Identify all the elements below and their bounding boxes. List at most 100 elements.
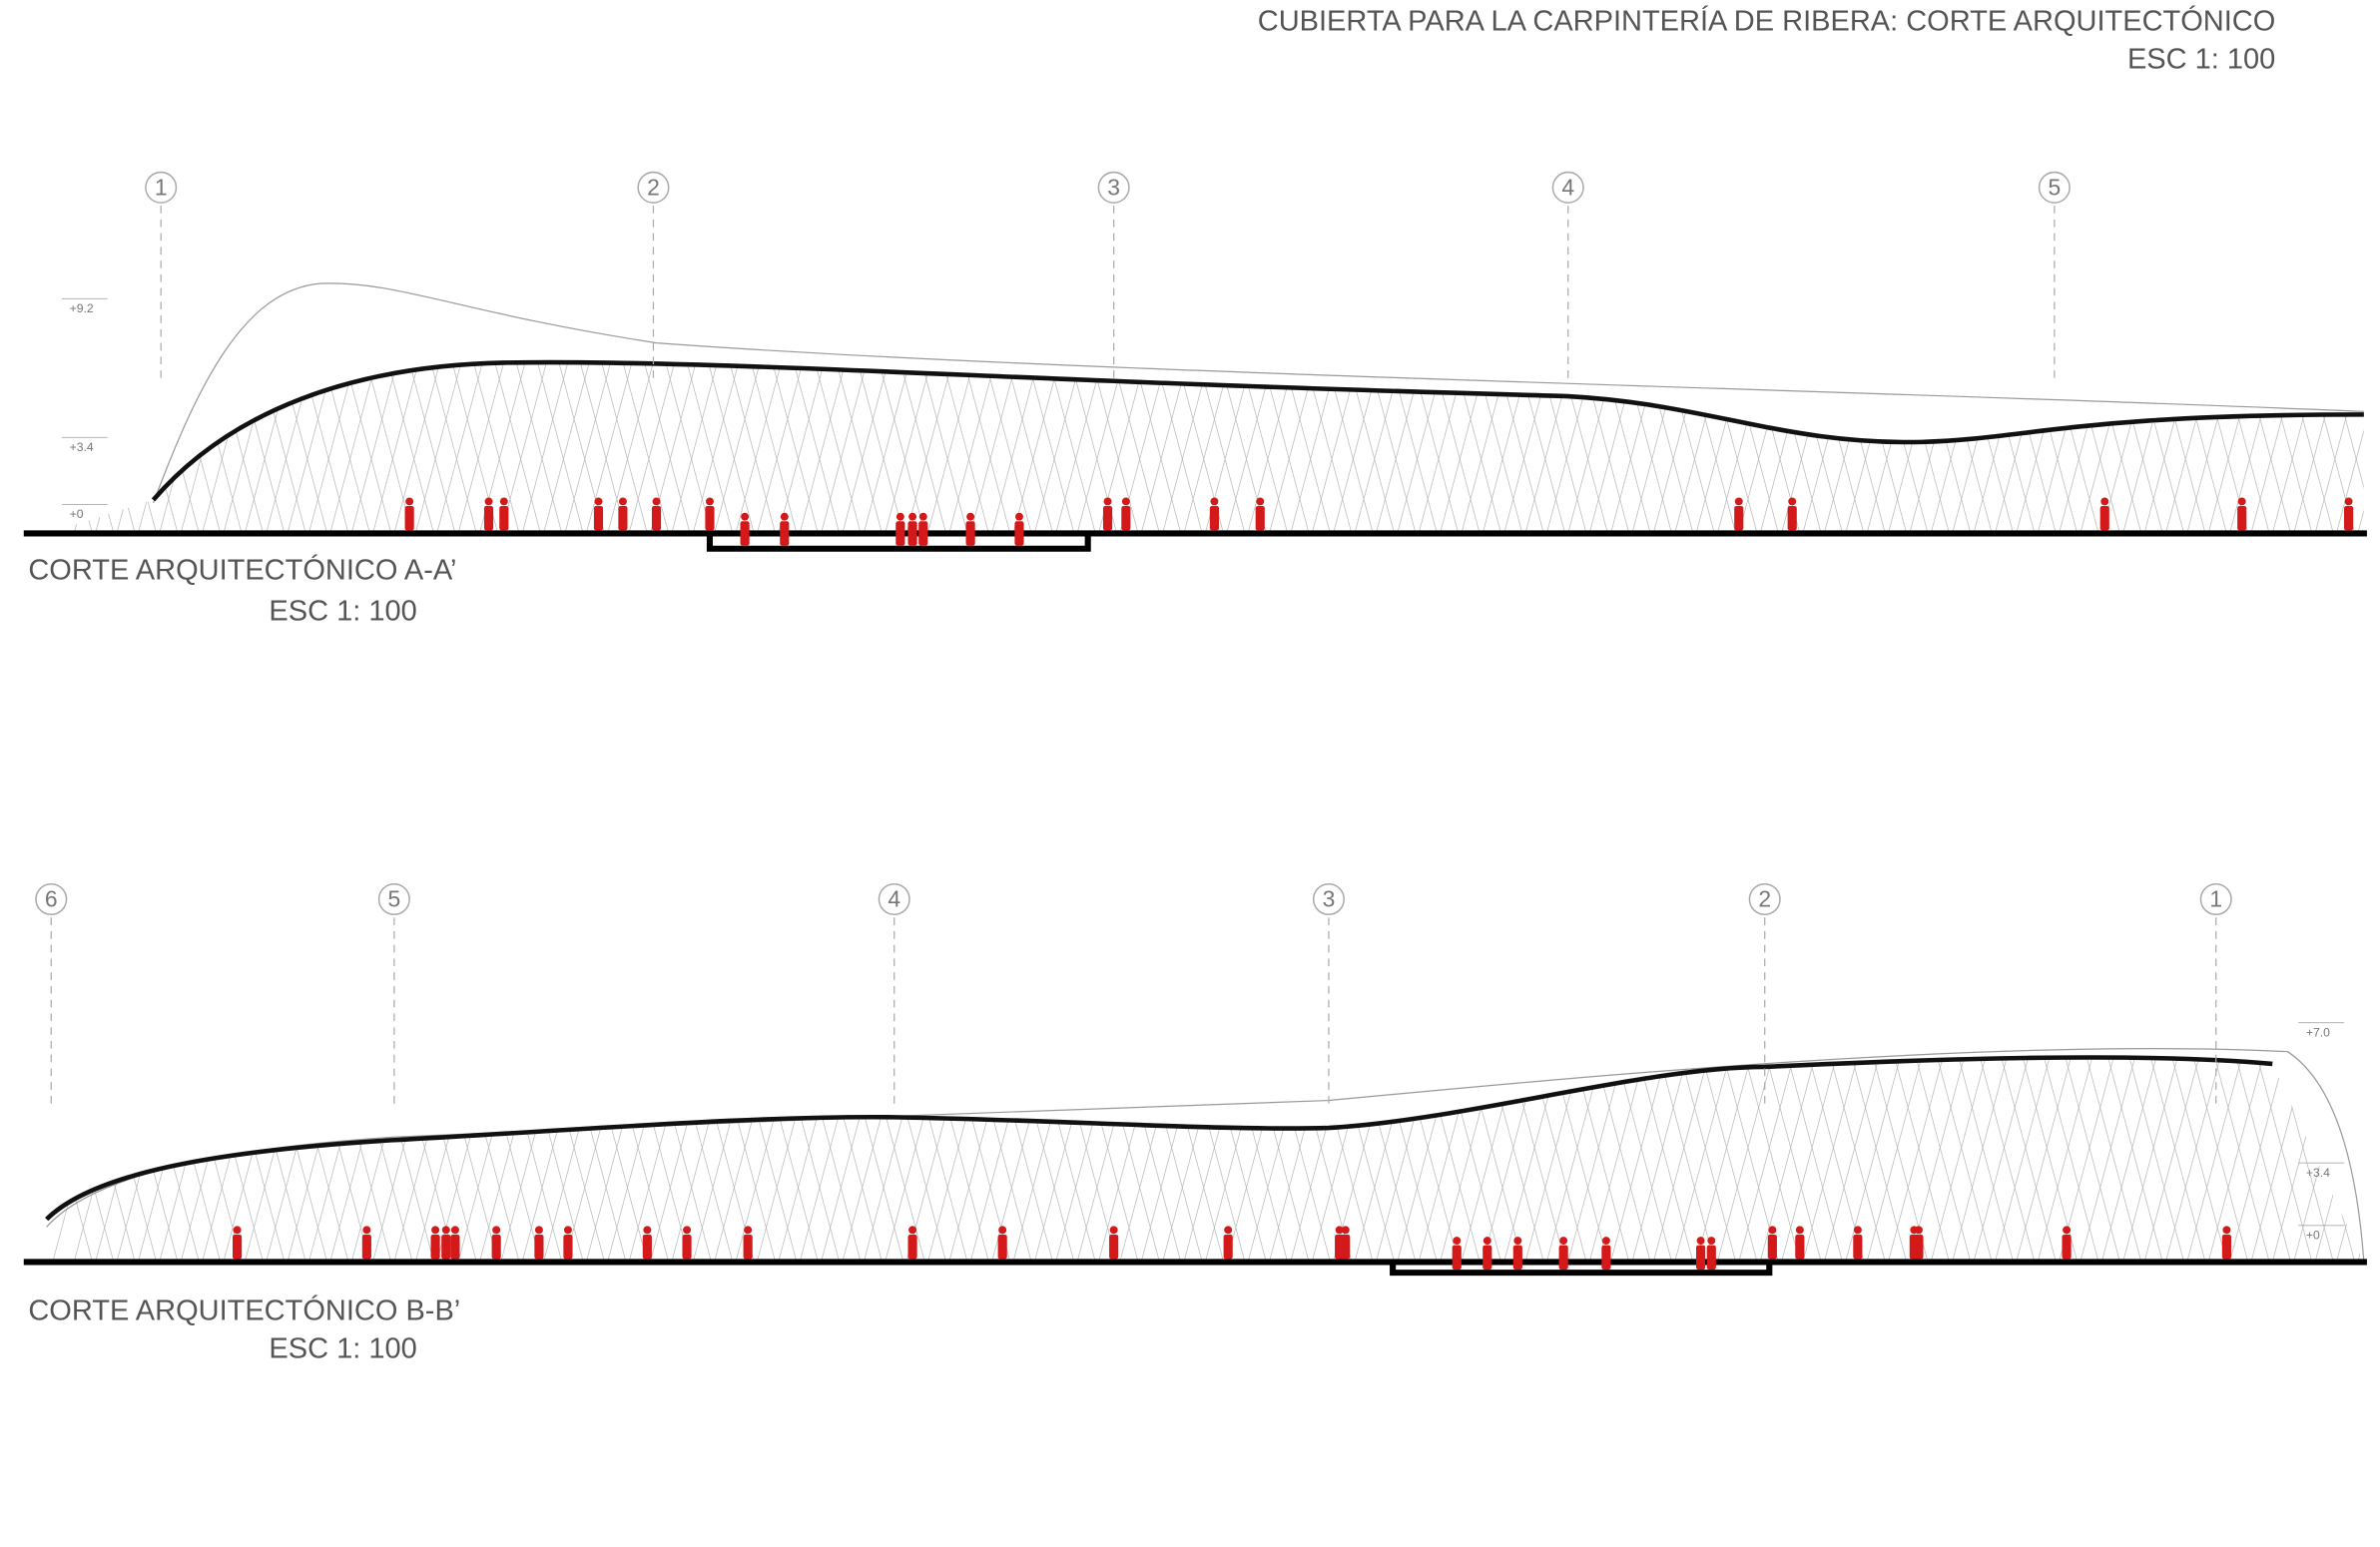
person-body: [2237, 505, 2247, 531]
lattice-line: [2100, 1057, 2163, 1263]
lattice-line: [2336, 1057, 2364, 1263]
outer-roof: [153, 282, 2364, 504]
lattice-line: [1482, 362, 1544, 534]
person-body: [1734, 505, 1744, 531]
person-head: [918, 512, 927, 521]
person-head: [1014, 512, 1023, 521]
grid-axis-bubble: [1748, 882, 1781, 916]
person-body: [441, 1234, 451, 1260]
person-body: [918, 521, 928, 546]
grid-axis-label: 3: [1107, 174, 1120, 200]
lattice-line: [2080, 1057, 2142, 1263]
lattice-line: [46, 362, 93, 534]
lattice-line: [1162, 362, 1224, 534]
person-head: [450, 1226, 459, 1235]
grid-axis-bubble: [2199, 882, 2232, 916]
person-body: [1209, 505, 1220, 531]
section: 6 5 4 3 2 1 +7.0 +3.4 +0 CORTE ARQUITECTÓNICO B-B…: [23, 882, 2367, 1365]
person-body: [534, 1234, 544, 1260]
person-head: [2222, 1226, 2231, 1235]
person: [1695, 1237, 1706, 1271]
person: [1209, 497, 1220, 531]
lattice-line: [2357, 362, 2364, 534]
person: [1109, 1226, 1119, 1260]
person: [1795, 1226, 1805, 1260]
person-head: [618, 497, 627, 506]
person-head: [1910, 1226, 1919, 1235]
lattice-line: [1717, 1057, 1779, 1263]
lattice-line: [1269, 362, 1331, 534]
person-head: [1341, 1226, 1350, 1235]
person-head: [233, 1226, 242, 1235]
lattice-line: [607, 362, 670, 534]
grid-axis-label: 3: [1323, 886, 1336, 912]
grid-axis-label: 1: [155, 174, 168, 200]
person-body: [907, 521, 917, 546]
grid-axis-label: 1: [2209, 886, 2222, 912]
lattice-line: [842, 362, 904, 534]
grid-axis-label: 5: [387, 886, 400, 912]
lattice-line: [521, 362, 584, 534]
person: [1483, 1237, 1492, 1271]
grid-axis-bubble: [878, 882, 910, 916]
person-body: [1909, 1234, 1919, 1260]
lattice-line: [2059, 1057, 2120, 1263]
lattice-line: [350, 362, 413, 534]
person: [404, 497, 414, 531]
lattice-line: [2293, 362, 2356, 534]
lattice-line: [1098, 362, 1160, 534]
person: [642, 1226, 652, 1260]
lattice-line: [1674, 1057, 1737, 1263]
person: [1121, 497, 1131, 531]
lattice-line: [500, 362, 563, 534]
person-head: [705, 497, 714, 506]
person-body: [499, 505, 509, 531]
person-head: [1513, 1237, 1522, 1246]
person: [1706, 1237, 1716, 1271]
person-body: [1255, 505, 1265, 531]
lattice-line: [393, 362, 456, 534]
person: [1452, 1237, 1462, 1271]
lattice-line: [778, 362, 841, 534]
lattice-line: [46, 362, 93, 534]
grid-axis-bubble: [1097, 171, 1130, 204]
person-head: [1795, 1226, 1804, 1235]
person: [743, 1226, 753, 1260]
person: [2099, 497, 2109, 531]
lattice-line: [926, 362, 989, 534]
level-label: +0: [70, 507, 84, 521]
person-body: [743, 1234, 753, 1260]
person: [907, 1226, 917, 1260]
lattice-line: [735, 362, 798, 534]
lattice-line: [287, 362, 349, 534]
person-head: [895, 512, 904, 521]
sheet-title: CUBIERTA PARA LA CARPINTERÍA DE RIBERA: …: [1258, 5, 2276, 38]
lattice-line: [2271, 362, 2334, 534]
grid-axis-bubble: [1551, 171, 1584, 204]
person-body: [483, 505, 494, 531]
person: [491, 1226, 501, 1260]
person-body: [1512, 1245, 1522, 1271]
person-head: [441, 1226, 450, 1235]
lattice-line: [1973, 1057, 2036, 1263]
person-body: [1121, 505, 1131, 531]
person-head: [908, 512, 917, 521]
person-head: [908, 1226, 917, 1235]
person-head: [534, 1226, 543, 1235]
person-head: [683, 1226, 692, 1235]
person-body: [642, 1234, 652, 1260]
person: [682, 1226, 692, 1260]
lattice-line: [1397, 362, 1460, 534]
person: [895, 512, 905, 546]
lattice-line: [2122, 1057, 2185, 1263]
lattice-line: [650, 362, 712, 534]
person: [1601, 1237, 1611, 1271]
person-head: [741, 512, 750, 521]
lattice-line: [329, 362, 392, 534]
person-body: [2099, 505, 2109, 531]
person-body: [682, 1234, 692, 1260]
lattice-line: [266, 362, 328, 534]
person-head: [431, 1226, 440, 1235]
person-head: [1601, 1237, 1610, 1246]
lattice-line: [2357, 362, 2364, 534]
